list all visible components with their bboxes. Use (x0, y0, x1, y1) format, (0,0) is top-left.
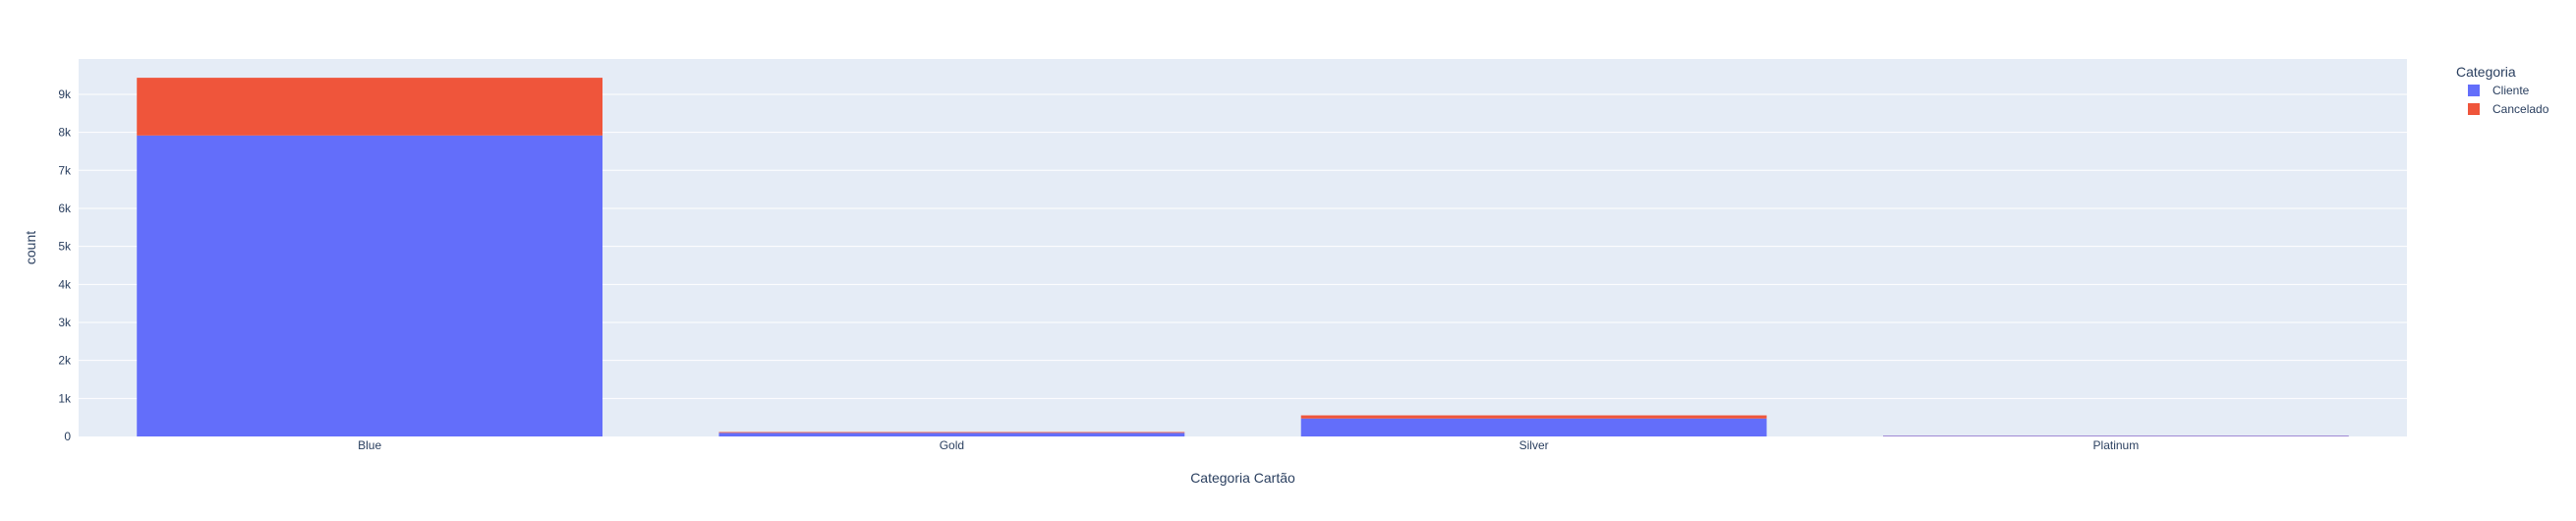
bar-cancelado-gold (718, 433, 1184, 434)
y-tick-label: 4k (58, 277, 72, 291)
legend-swatch-cliente[interactable] (2468, 85, 2480, 96)
x-axis-title: Categoria Cartão (1190, 470, 1295, 486)
bar-cancelado-silver (1301, 416, 1767, 419)
x-tick-label: Silver (1519, 438, 1549, 452)
y-axis-title: count (23, 231, 38, 264)
bar-cliente-silver (1301, 419, 1767, 436)
y-tick-label: 2k (58, 354, 72, 368)
y-tick-label: 9k (58, 87, 72, 101)
x-tick-label: Platinum (2093, 438, 2140, 452)
legend-label-cliente[interactable]: Cliente (2492, 84, 2530, 97)
legend-title: Categoria (2456, 64, 2516, 80)
y-tick-label: 5k (58, 240, 72, 254)
y-tick-label: 1k (58, 391, 72, 405)
bar-cliente-platinum (1883, 435, 2349, 436)
x-tick-label: Gold (940, 438, 964, 452)
y-tick-label: 3k (58, 316, 72, 329)
y-tick-label: 0 (64, 430, 71, 443)
bar-cancelado-blue (137, 78, 602, 136)
y-tick-label: 8k (58, 126, 72, 140)
x-tick-labels: Blue Gold Silver Platinum (358, 438, 2139, 452)
y-tick-label: 7k (58, 163, 72, 177)
y-tick-labels: 0 1k 2k 3k 4k 5k 6k 7k 8k 9k (58, 87, 72, 443)
y-tick-label: 6k (58, 202, 72, 215)
x-tick-label: Blue (358, 438, 381, 452)
bar-cliente-blue (137, 136, 602, 436)
legend-swatch-cancelado[interactable] (2468, 103, 2480, 115)
legend-label-cancelado[interactable]: Cancelado (2492, 102, 2549, 116)
bar-cliente-gold (718, 433, 1184, 436)
legend: Categoria Cliente Cancelado (2456, 64, 2549, 116)
